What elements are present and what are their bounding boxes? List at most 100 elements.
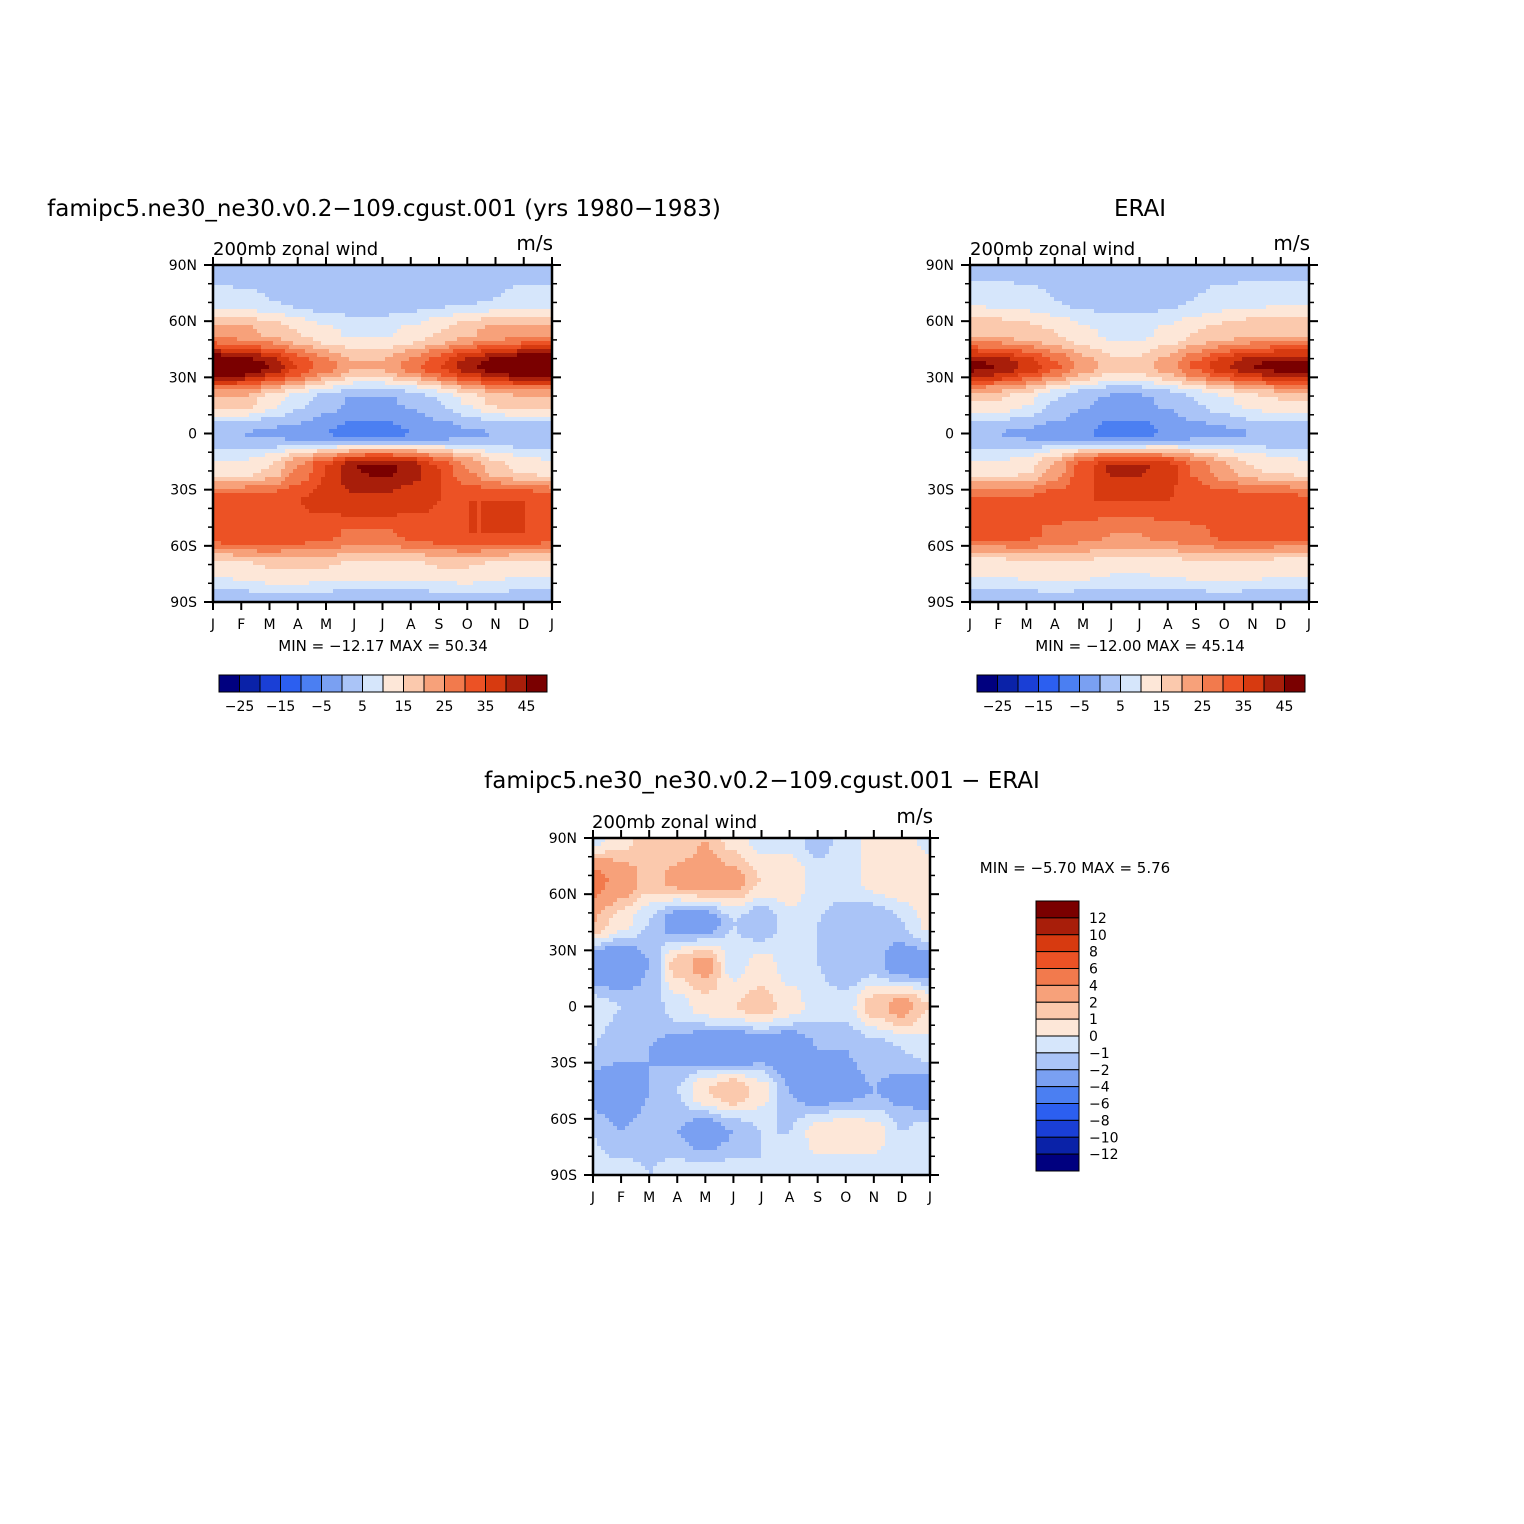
contour-cell [517, 269, 522, 274]
contour-cell [473, 265, 478, 270]
contour-cell [281, 409, 286, 414]
contour-cell [273, 489, 278, 494]
contour-cell [417, 393, 422, 398]
contour-cell [381, 305, 386, 310]
contour-cell [245, 445, 250, 450]
contour-cell [349, 469, 354, 474]
contour-cell [325, 497, 330, 502]
contour-cell [425, 473, 430, 478]
contour-cell [321, 417, 326, 422]
contour-cell [285, 285, 290, 290]
contour-cell [333, 437, 338, 442]
contour-cell [333, 333, 338, 338]
contour-cell [441, 421, 446, 426]
contour-cell [505, 449, 510, 454]
contour-cell [273, 349, 278, 354]
contour-cell [257, 373, 262, 378]
contour-cell [393, 353, 398, 358]
contour-cell [277, 493, 282, 498]
contour-cell [433, 397, 438, 402]
contour-cell [445, 353, 450, 358]
contour-cell [505, 421, 510, 426]
contour-cell [533, 381, 538, 386]
contour-cell [341, 325, 346, 330]
contour-cell [381, 281, 386, 286]
contour-cell [277, 361, 282, 366]
contour-cell [405, 301, 410, 306]
contour-cell [305, 421, 310, 426]
contour-cell [537, 277, 542, 282]
contour-cell [413, 461, 418, 466]
contour-cell [477, 481, 482, 486]
contour-cell [541, 265, 546, 270]
contour-cell [397, 365, 402, 370]
contour-cell [213, 301, 218, 306]
contour-cell [541, 433, 546, 438]
contour-cell [513, 381, 518, 386]
contour-cell [437, 397, 442, 402]
contour-cell [317, 317, 322, 322]
contour-cell [385, 437, 390, 442]
contour-cell [449, 345, 454, 350]
contour-cell [233, 409, 238, 414]
contour-cell [297, 441, 302, 446]
contour-cell [373, 433, 378, 438]
contour-cell [545, 309, 550, 314]
contour-cell [341, 397, 346, 402]
contour-cell [469, 297, 474, 302]
contour-cell [241, 313, 246, 318]
contour-cell [273, 297, 278, 302]
contour-cell [305, 333, 310, 338]
contour-cell [533, 397, 538, 402]
contour-cell [493, 329, 498, 334]
contour-cell [233, 277, 238, 282]
contour-cell [309, 281, 314, 286]
contour-cell [321, 409, 326, 414]
contour-cell [397, 393, 402, 398]
contour-cell [473, 437, 478, 442]
contour-cell [429, 449, 434, 454]
contour-cell [417, 409, 422, 414]
contour-cell [225, 481, 230, 486]
contour-cell [261, 353, 266, 358]
contour-cell [425, 481, 430, 486]
contour-cell [521, 297, 526, 302]
contour-cell [505, 441, 510, 446]
contour-cell [473, 313, 478, 318]
contour-cell [357, 341, 362, 346]
contour-cell [281, 385, 286, 390]
contour-cell [525, 361, 530, 366]
contour-cell [525, 493, 530, 498]
contour-cell [293, 377, 298, 382]
contour-cell [525, 281, 530, 286]
contour-cell [297, 417, 302, 422]
contour-cell [329, 353, 334, 358]
contour-cell [361, 457, 366, 462]
contour-cell [233, 497, 238, 502]
contour-cell [533, 329, 538, 334]
contour-cell [469, 369, 474, 374]
contour-cell [345, 441, 350, 446]
contour-cell [509, 357, 514, 362]
contour-cell [505, 393, 510, 398]
contour-cell [549, 325, 552, 330]
contour-cell [477, 397, 482, 402]
contour-cell [313, 413, 318, 418]
contour-cell [329, 357, 334, 362]
contour-cell [513, 397, 518, 402]
contour-cell [241, 341, 246, 346]
contour-cell [281, 401, 286, 406]
contour-cell [341, 461, 346, 466]
contour-cell [389, 369, 394, 374]
contour-cell [517, 349, 522, 354]
contour-cell [305, 305, 310, 310]
contour-cell [225, 381, 230, 386]
contour-cell [229, 277, 234, 282]
contour-cell [389, 277, 394, 282]
contour-cell [429, 385, 434, 390]
contour-cell [461, 281, 466, 286]
contour-cell [497, 425, 502, 430]
contour-cell [449, 377, 454, 382]
contour-cell [369, 353, 374, 358]
contour-cell [229, 469, 234, 474]
